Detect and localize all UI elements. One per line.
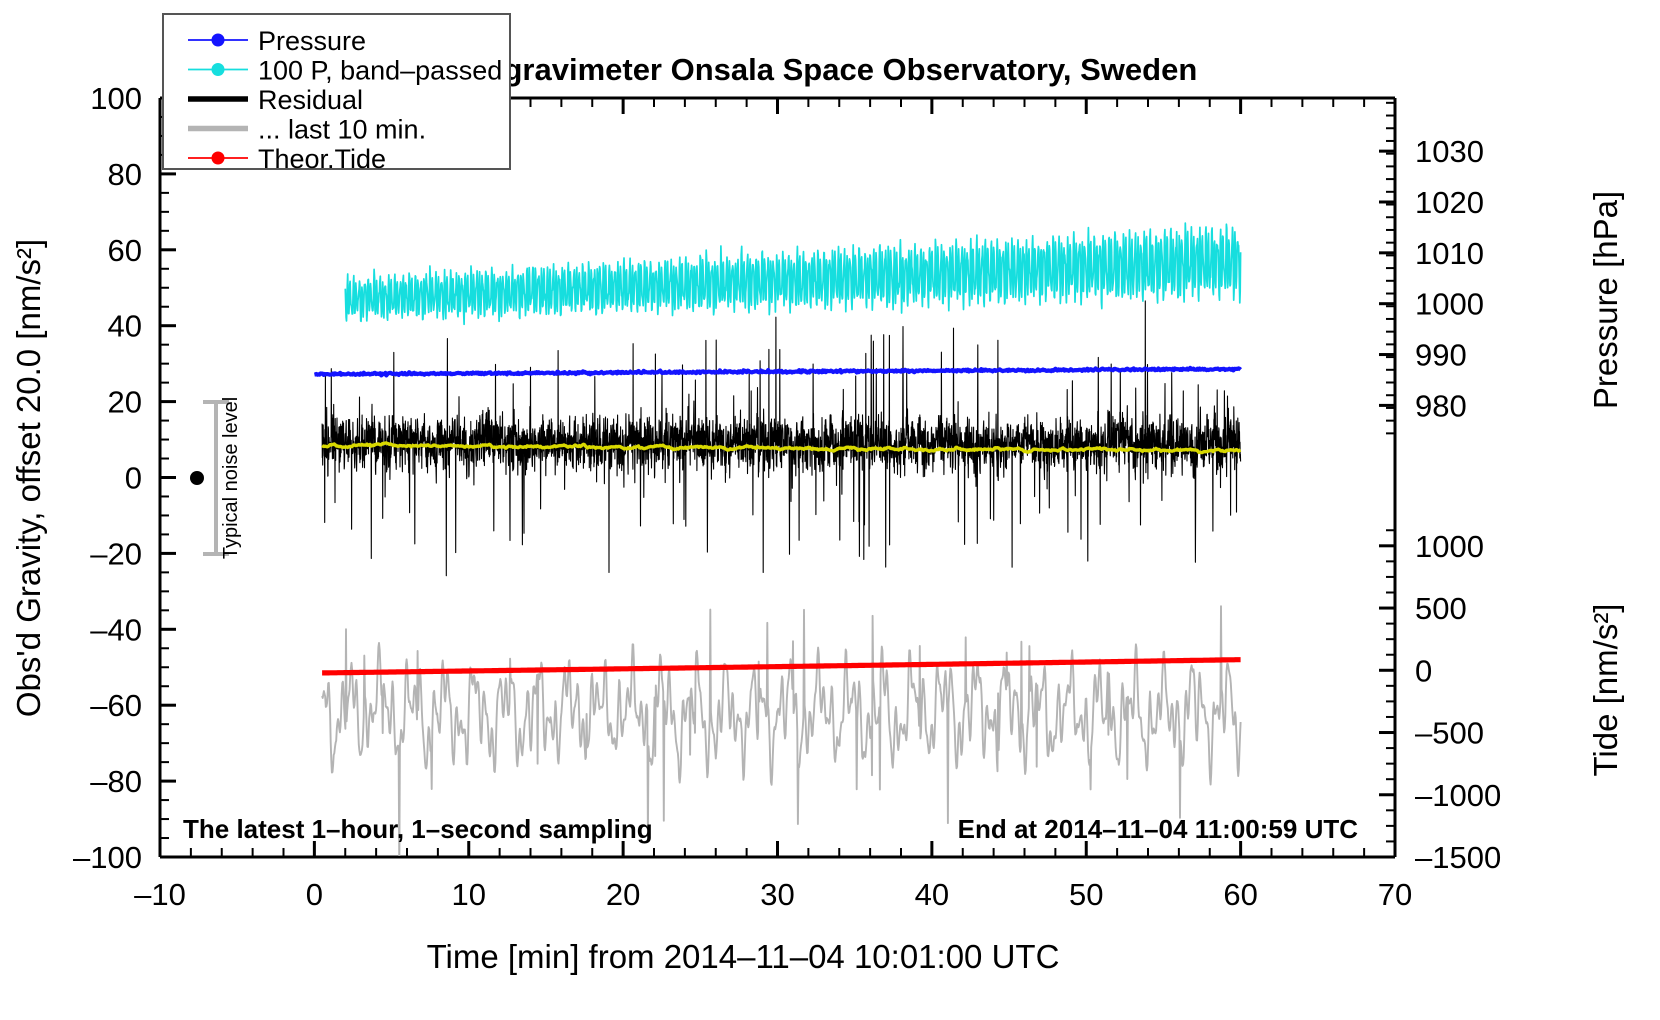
y-tick-label: 80 bbox=[108, 157, 142, 192]
legend-item[interactable]: Theor.Tide bbox=[188, 144, 386, 174]
x-tick-label: 20 bbox=[606, 877, 640, 912]
y-tick-label: 40 bbox=[108, 309, 142, 344]
pressure-tick-label: 990 bbox=[1415, 338, 1467, 373]
y-tick-label: 20 bbox=[108, 385, 142, 420]
y-tick-label: –40 bbox=[90, 612, 142, 647]
legend-marker-dot bbox=[211, 63, 225, 76]
series-bandpassed bbox=[344, 222, 1242, 326]
legend-item-label: ... last 10 min. bbox=[258, 115, 426, 145]
bottom-right-note: End at 2014–11–04 11:00:59 UTC bbox=[958, 814, 1359, 844]
y-axis-pressure-title: Pressure [hPa] bbox=[1587, 191, 1624, 409]
x-axis-title: Time [min] from 2014–11–04 10:01:00 UTC bbox=[427, 938, 1060, 975]
y-tick-label: –80 bbox=[90, 764, 142, 799]
legend-item[interactable]: Residual bbox=[188, 85, 363, 115]
series-theor-tide bbox=[320, 657, 1242, 676]
tide-tick-label: 1000 bbox=[1415, 529, 1484, 564]
bottom-left-note: The latest 1–hour, 1–second sampling bbox=[183, 814, 653, 844]
pressure-tick-label: 1010 bbox=[1415, 236, 1484, 271]
x-tick-label: 70 bbox=[1378, 877, 1412, 912]
typical-noise-level-indicator: Typical noise level bbox=[190, 397, 242, 559]
pressure-tick-label: 1030 bbox=[1415, 134, 1484, 169]
legend-item-label: Pressure bbox=[258, 26, 366, 56]
legend-item[interactable]: ... last 10 min. bbox=[188, 115, 426, 145]
tide-tick-label: –1000 bbox=[1415, 778, 1501, 813]
tide-tick-label: 500 bbox=[1415, 591, 1467, 626]
x-tick-label: 40 bbox=[915, 877, 949, 912]
legend-marker-dot bbox=[211, 33, 225, 47]
y-tick-label: 60 bbox=[108, 233, 142, 268]
y-tick-label: –20 bbox=[90, 536, 142, 571]
y-axis-tide-ticks: –1500 –1000 –500 0 500 1000 bbox=[1379, 529, 1501, 875]
series-residual bbox=[321, 300, 1242, 577]
legend-item-label: 100 P, band–passed bbox=[258, 56, 502, 86]
x-tick-label: 60 bbox=[1223, 877, 1257, 912]
noise-bar-label: Typical noise level bbox=[220, 397, 242, 559]
pressure-tick-label: 1000 bbox=[1415, 287, 1484, 322]
y-axis-left-title: Obs'd Gravity, offset 20.0 [nm/s²] bbox=[10, 239, 47, 717]
x-tick-label: 30 bbox=[760, 877, 794, 912]
series-smoothed-residual bbox=[321, 441, 1242, 455]
y-tick-label: 100 bbox=[90, 81, 142, 116]
series-pressure bbox=[313, 365, 1243, 378]
y-axis-tide-title: Tide [nm/s²] bbox=[1587, 604, 1624, 777]
data-area bbox=[313, 222, 1243, 856]
pressure-tick-label: 980 bbox=[1415, 388, 1467, 423]
pressure-tick-label: 1020 bbox=[1415, 185, 1484, 220]
legend-marker-dot bbox=[211, 151, 225, 165]
legend-item-label: Theor.Tide bbox=[258, 144, 386, 174]
y-tick-label: –100 bbox=[73, 840, 142, 875]
tide-tick-label: 0 bbox=[1415, 653, 1432, 688]
tide-tick-label: –500 bbox=[1415, 716, 1484, 751]
x-tick-label: 10 bbox=[452, 877, 486, 912]
noise-center-dot bbox=[190, 471, 204, 485]
y-tick-label: 0 bbox=[125, 461, 142, 496]
x-tick-label: 0 bbox=[306, 877, 323, 912]
legend-item[interactable]: 100 P, band–passed bbox=[188, 56, 502, 86]
y-axis-left-ticks: –100 –80 –60 –40 –20 0 20 40 60 80 100 bbox=[73, 81, 176, 875]
tide-tick-label: –1500 bbox=[1415, 840, 1501, 875]
legend-item[interactable]: Pressure bbox=[188, 26, 366, 56]
x-tick-label: –10 bbox=[134, 877, 186, 912]
legend-item-label: Residual bbox=[258, 85, 363, 115]
series-last-10-min bbox=[321, 605, 1242, 856]
y-axis-pressure-ticks: 980 990 1000 1010 1020 1030 bbox=[1379, 101, 1484, 435]
x-tick-label: 50 bbox=[1069, 877, 1103, 912]
y-tick-label: –60 bbox=[90, 688, 142, 723]
